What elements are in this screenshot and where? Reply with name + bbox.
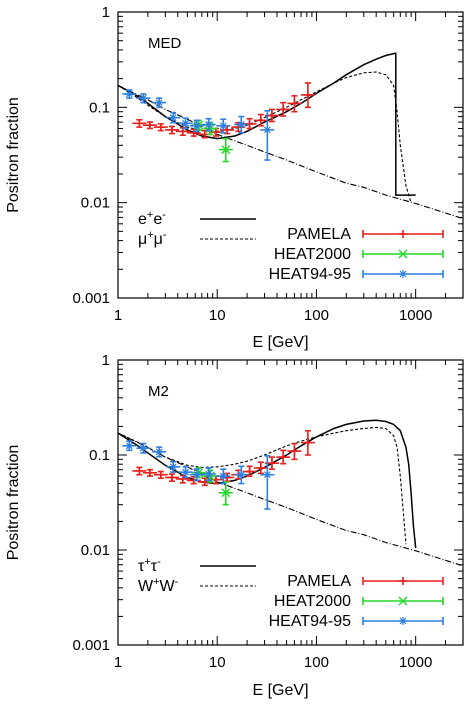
x-axis-title: E [GeV] <box>252 682 308 699</box>
data-point-heat94-95 <box>178 466 193 479</box>
model-legend: τ+τ-W+W- <box>138 556 256 595</box>
x-tick-label: 10 <box>209 307 226 324</box>
data-point-pamela <box>164 125 179 135</box>
model-curve-dashdot <box>118 84 463 220</box>
x-axis-title: E [GeV] <box>252 334 308 351</box>
data-point-heat2000 <box>218 481 233 506</box>
data-point-heat2000 <box>218 137 233 163</box>
data-legend: PAMELA HEAT2000 HEAT94-95 <box>269 226 444 283</box>
data-legend-label: HEAT2000 <box>274 246 351 263</box>
model-curve-dashed <box>118 426 407 545</box>
data-point-heat94-95 <box>122 440 137 452</box>
data-point-pamela <box>276 449 291 465</box>
data-legend-label: PAMELA <box>287 573 351 590</box>
model-curve-dashdot <box>118 432 463 567</box>
data-legend-label: HEAT2000 <box>274 593 351 610</box>
data-point-pamela <box>287 442 302 461</box>
plot-frame <box>117 11 464 299</box>
model-legend-label: μ+μ- <box>138 229 167 248</box>
y-axis-title: Positron fraction <box>5 97 22 213</box>
data-point-pamela <box>300 429 315 456</box>
y-tick-label: 0.001 <box>72 290 110 307</box>
data-point-pamela <box>253 461 268 475</box>
model-legend-label: τ+τ- <box>138 556 161 575</box>
data-point-pamela <box>153 123 168 132</box>
data-point-heat94-95 <box>178 117 193 130</box>
plot-area <box>118 419 463 567</box>
y-axis-title: Positron fraction <box>5 445 22 561</box>
data-legend: PAMELA HEAT2000 HEAT94-95 <box>269 573 444 630</box>
panel-label: MED <box>148 35 182 52</box>
data-point-heat94-95 <box>136 93 151 104</box>
y-tick-label: 0.1 <box>89 99 110 116</box>
data-legend-label: HEAT94-95 <box>269 266 352 283</box>
data-point-heat94-95 <box>166 460 181 473</box>
x-tick-label: 1000 <box>399 654 432 671</box>
x-tick-label: 100 <box>304 654 329 671</box>
model-legend: e+e-μ+μ- <box>138 209 256 248</box>
data-point-pamela <box>142 121 157 130</box>
panel-label: M2 <box>148 383 169 400</box>
data-point-heat94-95 <box>216 468 231 485</box>
y-tick-label: 0.001 <box>72 637 110 654</box>
x-tick-label: 1 <box>114 654 122 671</box>
data-point-heat94-95 <box>189 468 204 482</box>
plot-area <box>118 52 463 220</box>
data-point-heat94-95 <box>216 118 231 134</box>
data-point-heat94-95 <box>201 467 216 482</box>
data-point-heat94-95 <box>260 455 275 510</box>
data-point-heat94-95 <box>152 97 167 109</box>
model-legend-label: W+W- <box>138 576 179 595</box>
data-legend-label: PAMELA <box>287 226 351 243</box>
data-point-pamela <box>164 473 179 482</box>
data-point-heat94-95 <box>189 119 204 133</box>
model-curve-dashed <box>118 71 412 203</box>
data-point-pamela <box>276 101 291 117</box>
data-legend-label: HEAT94-95 <box>269 613 352 630</box>
data-point-heat94-95 <box>201 117 216 132</box>
data-point-heat94-95 <box>260 109 275 161</box>
y-tick-label: 1 <box>102 4 110 21</box>
y-tick-label: 0.1 <box>89 447 110 464</box>
data-point-pamela <box>132 118 147 128</box>
data-point-pamela <box>253 113 268 127</box>
y-tick-label: 1 <box>102 352 110 369</box>
model-legend-label: e+e- <box>138 209 166 228</box>
data-point-heat94-95 <box>152 446 167 458</box>
y-tick-label: 0.01 <box>81 542 110 559</box>
data-point-heat94-95 <box>136 442 151 454</box>
plot-frame <box>117 359 464 646</box>
data-point-pamela <box>197 129 212 139</box>
data-point-heat94-95 <box>166 111 181 124</box>
y-tick-label: 0.01 <box>81 195 110 212</box>
data-point-heat94-95 <box>234 465 249 485</box>
x-tick-label: 1000 <box>399 307 432 324</box>
chart-panel-m2: 1 10 100 1000 0.001 0.01 0.1 1 E [GeV] Positron f… <box>5 352 464 699</box>
data-point-heat94-95 <box>122 89 137 99</box>
x-tick-label: 1 <box>114 307 122 324</box>
data-point-heat94-95 <box>234 115 249 134</box>
data-point-pamela <box>287 95 302 113</box>
data-point-pamela <box>132 466 147 476</box>
data-point-pamela <box>242 465 257 477</box>
data-point-pamela <box>153 470 168 479</box>
data-point-pamela <box>175 474 190 484</box>
chart-panel-med: 1 10 100 1000 0.001 0.01 0.1 1 E [GeV] Positron f… <box>5 4 464 351</box>
data-point-pamela <box>300 82 315 109</box>
data-point-pamela <box>186 128 201 137</box>
data-point-pamela <box>142 468 157 477</box>
x-tick-label: 100 <box>304 307 329 324</box>
x-tick-label: 10 <box>209 654 226 671</box>
